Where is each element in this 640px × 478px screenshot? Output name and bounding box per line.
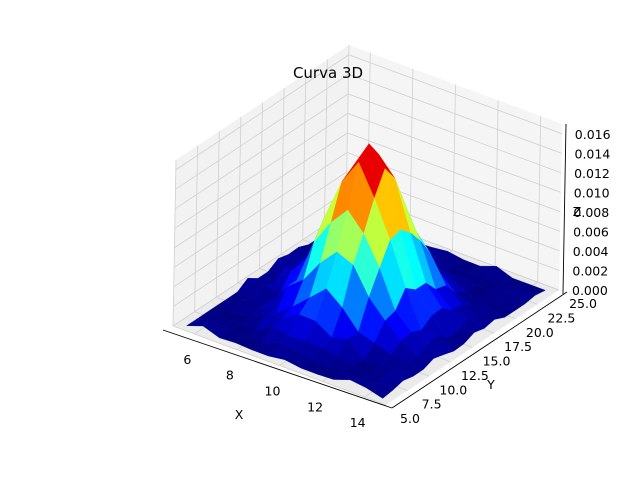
grid-line-y-left [172,159,177,327]
tick-labels: 6 8 10 12 14 5.07.510.012.515.017.520.022.525… [183,127,610,430]
x-tick-label: 10 [265,384,281,399]
z-tick-label: 0.000 [572,283,608,298]
z-tick-label: 0.010 [574,185,610,200]
y-tick-label: 5.0 [400,411,420,426]
grid-line-z-left [172,210,347,327]
grid-line-y-left [280,88,285,255]
grid-line-x-back [494,100,499,267]
z-tick-label: 0.004 [573,244,609,259]
grid-line-x-back [537,116,542,283]
x-axis-label: X [235,407,244,422]
grid-line-z-left [173,152,348,268]
z-tick-label: 0.008 [573,205,609,220]
grid-line-z-left [175,54,350,171]
y-tick-label: 17.5 [504,339,532,354]
grid-line-z-back [347,132,561,213]
y-tick-label: 25.0 [569,296,597,311]
grid-line-z-back [348,73,562,154]
y-axis-label: Y [486,377,495,392]
surface-plot [186,143,546,399]
y-tick-label: 10.0 [439,382,467,397]
grid-line-z-back [347,112,561,193]
z-tick-label: 0.012 [574,166,610,181]
y-tick-label: 22.5 [547,310,575,325]
x-axis-line [162,329,393,409]
chart-title: Curva 3D [293,64,363,82]
grid-line-y-floor [172,325,387,406]
grid-line-y-left [215,131,220,298]
grid-line-y-left [194,145,199,312]
y-tick-label: 12.5 [461,368,489,383]
z-tick-label: 0.006 [573,224,609,239]
grid-line-y-left [259,102,263,269]
y-axis-line [391,291,568,409]
grid-line-z-back [347,93,562,174]
grid-line-y-left [323,59,328,226]
x-tick-label: 12 [307,399,323,414]
grid-line-z-left [175,73,349,190]
y-tick-label: 20.0 [526,325,554,340]
grid-line-y-left [237,116,242,283]
grid-line-z-left [174,132,348,249]
x-tick-label: 6 [183,352,191,367]
grid-line-y-left [302,73,307,240]
grid-line-z-left [174,93,349,210]
z-axis-label: Z [573,204,582,219]
grid-line-z-left [173,191,347,307]
grid-line-z-left [174,113,348,229]
x-tick-label: 14 [350,415,366,430]
grid-line-x-back [409,68,414,235]
z-tick-label: 0.016 [575,127,611,142]
grid-line-z-back [348,54,562,135]
grid-line-x-back [452,84,456,251]
surface-facet [365,384,394,399]
x-tick-label: 8 [226,368,234,383]
z-tick-label: 0.002 [572,264,608,279]
z-axis-line [562,123,567,295]
grid-line-z-left [173,171,347,288]
y-tick-label: 7.5 [422,397,442,412]
z-tick-label: 0.014 [575,146,611,161]
y-tick-label: 15.0 [483,354,511,369]
